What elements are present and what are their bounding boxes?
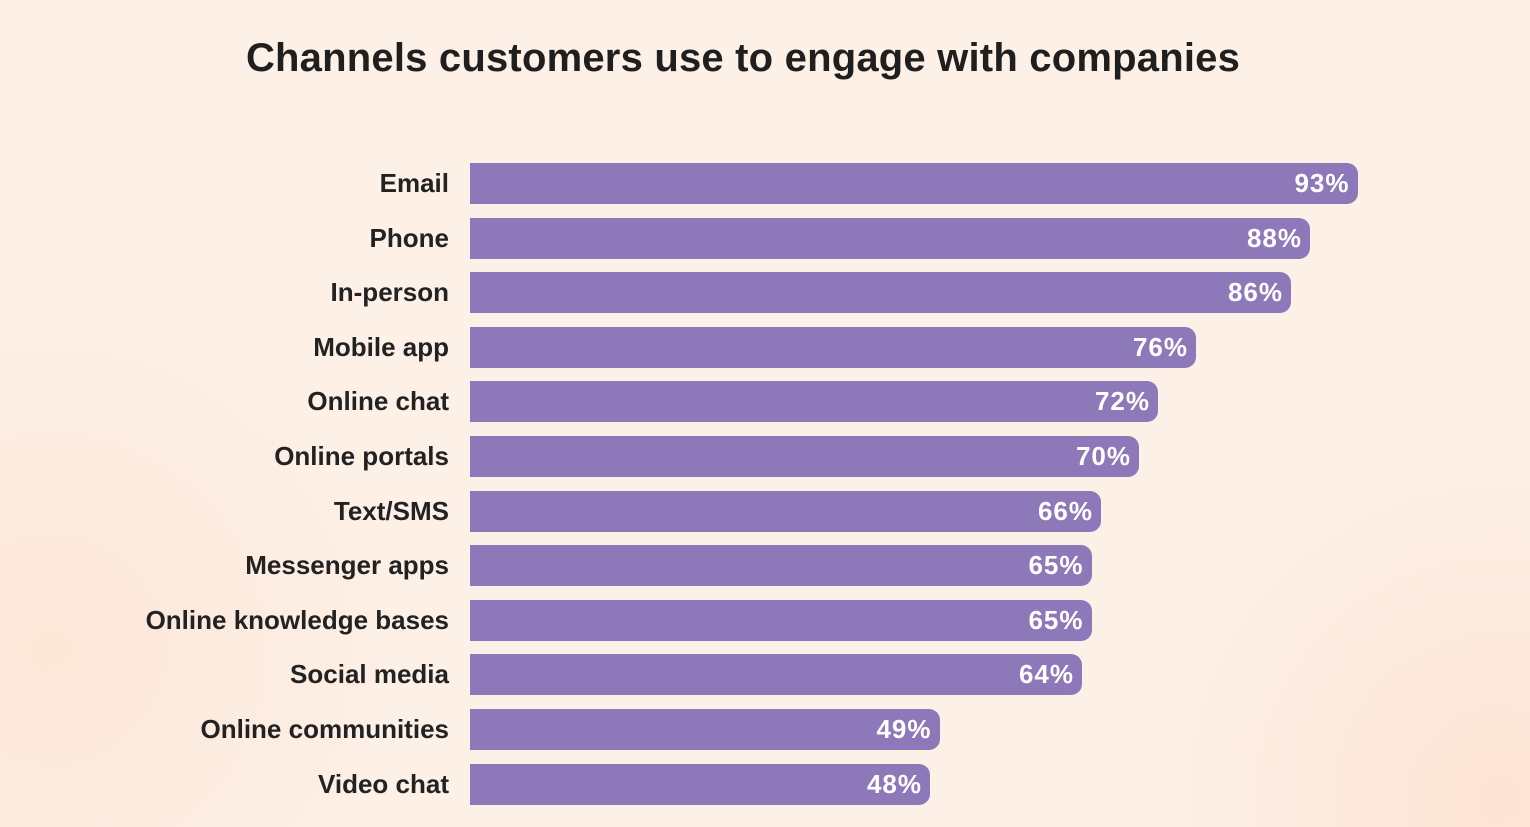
- category-label: Online communities: [200, 714, 450, 744]
- data-label: 72%: [1094, 386, 1150, 417]
- bar: 70%: [470, 436, 1139, 477]
- data-label: 86%: [1227, 277, 1283, 308]
- category-label: Email: [379, 168, 449, 198]
- data-label: 49%: [876, 714, 932, 744]
- category-label: Phone: [369, 222, 449, 253]
- category-label: Text/SMS: [333, 495, 449, 526]
- bar: 48%: [470, 763, 930, 805]
- bar: 86%: [470, 272, 1291, 314]
- data-label: 70%: [1075, 441, 1131, 471]
- data-label: 93%: [1294, 168, 1350, 198]
- category-label: Online portals: [274, 441, 449, 471]
- bar: 65%: [470, 545, 1092, 587]
- category-label: Online knowledge bases: [145, 604, 449, 635]
- category-label: Messenger apps: [245, 550, 449, 581]
- data-label: 88%: [1246, 222, 1302, 253]
- data-label: 48%: [866, 768, 922, 799]
- bar: 66%: [470, 490, 1101, 532]
- category-label: Social media: [290, 659, 449, 690]
- bar: 76%: [470, 326, 1196, 368]
- category-label: In-person: [330, 277, 449, 308]
- bar: 72%: [470, 381, 1158, 423]
- bar: 65%: [470, 599, 1092, 641]
- bar: 49%: [470, 709, 940, 750]
- category-label: Video chat: [317, 768, 449, 799]
- bar: 93%: [470, 163, 1358, 204]
- chart-title: Channels customers use to engage with co…: [245, 36, 1241, 80]
- data-label: 76%: [1132, 331, 1188, 362]
- data-label: 66%: [1037, 495, 1093, 526]
- data-label: 65%: [1028, 550, 1084, 581]
- category-label: Online chat: [307, 386, 449, 417]
- data-label: 64%: [1018, 659, 1074, 690]
- bar: 88%: [470, 217, 1310, 259]
- category-label: Mobile app: [313, 331, 449, 362]
- data-label: 65%: [1028, 604, 1084, 635]
- bar: 64%: [470, 654, 1082, 696]
